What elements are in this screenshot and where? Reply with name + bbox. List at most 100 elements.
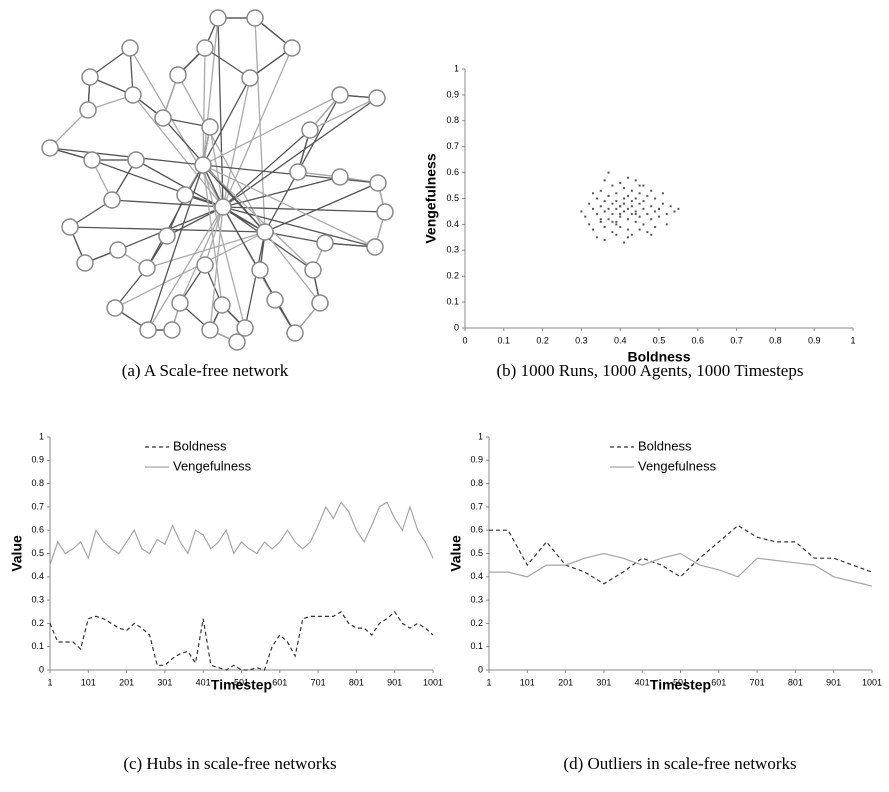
scatter-point	[626, 207, 629, 210]
network-edge	[146, 231, 266, 269]
x-tick-label: 801	[349, 677, 364, 687]
y-tick-label: 0.6	[470, 525, 483, 535]
x-tick-label: 601	[711, 677, 726, 687]
scatter-point	[615, 207, 618, 210]
network-edge	[132, 94, 224, 208]
network-edge	[264, 231, 321, 304]
scatter-point	[654, 225, 657, 228]
scatter-point	[626, 176, 629, 179]
scatter-point	[584, 215, 587, 218]
network-edge	[202, 47, 206, 166]
scatter-point	[658, 215, 660, 218]
network-edge	[202, 164, 266, 233]
scatter-point	[588, 202, 591, 205]
y-axis-label: Value	[448, 535, 464, 572]
x-tick-label: 0.4	[614, 335, 627, 345]
caption: (d) Outliers in scale-free networks	[563, 754, 796, 773]
y-tick-label: 0.2	[470, 618, 483, 628]
y-tick-label: 0.5	[31, 548, 44, 558]
scatter-point	[615, 200, 618, 203]
scatter-point	[595, 236, 598, 239]
line-series	[489, 552, 873, 587]
scatter-point	[626, 236, 629, 239]
x-tick-label: 1	[850, 335, 855, 345]
y-axis-label: Value	[9, 535, 25, 572]
network-edge	[179, 206, 224, 304]
scatter-point	[626, 194, 629, 197]
scatter-point	[630, 233, 633, 236]
y-tick-label: 0.8	[31, 478, 44, 488]
x-tick-label: 401	[635, 677, 650, 687]
scatter-point	[619, 181, 622, 184]
network-node	[79, 101, 97, 119]
scatter-point	[580, 210, 583, 213]
scatter-point	[599, 218, 602, 221]
scatter-point	[615, 220, 618, 223]
scatter-point	[592, 228, 595, 231]
scatter-point	[607, 171, 610, 174]
x-tick-label: 1	[47, 677, 52, 687]
network-node	[169, 66, 187, 84]
network-node	[286, 324, 304, 342]
network-node	[266, 291, 284, 309]
y-tick-label: 0.7	[446, 141, 459, 151]
network-node	[176, 186, 194, 204]
network-node	[201, 321, 219, 339]
network-edge	[49, 109, 89, 149]
network-edge	[166, 206, 224, 237]
network-edge	[135, 159, 266, 233]
scatter-point	[638, 228, 641, 231]
network-edge	[202, 164, 376, 248]
network-node	[331, 86, 349, 104]
network-node	[106, 299, 124, 317]
scatter-point	[661, 202, 664, 205]
scatter-point	[595, 197, 598, 200]
y-tick-label: 0.8	[446, 115, 459, 125]
y-tick-label: 0.9	[470, 455, 483, 465]
network-node	[241, 69, 259, 87]
x-tick-label: 901	[387, 677, 402, 687]
scatter-point	[592, 192, 595, 195]
y-tick-label: 0.8	[470, 478, 483, 488]
network-edge	[202, 164, 246, 329]
network-node	[289, 163, 307, 181]
network-edge	[91, 159, 224, 208]
x-tick-label: 0.8	[769, 335, 782, 345]
scatter-point	[654, 210, 657, 213]
scatter-point	[611, 202, 614, 205]
y-tick-label: 0.1	[31, 641, 44, 651]
network-node	[311, 294, 329, 312]
x-tick-label: 901	[826, 677, 841, 687]
network-edge	[222, 206, 386, 213]
x-tick-label: 501	[673, 677, 688, 687]
network-edge	[202, 164, 314, 271]
x-tick-label: 0	[462, 335, 467, 345]
network-edge	[202, 94, 341, 166]
scatter-point	[623, 202, 626, 205]
scatter-point	[623, 241, 626, 244]
y-tick-label: 0.5	[470, 548, 483, 558]
network-edge	[147, 164, 204, 331]
y-tick-label: 0.7	[31, 501, 44, 511]
y-tick-label: 0	[454, 322, 459, 332]
y-tick-label: 0.1	[446, 296, 459, 306]
scatter-point	[646, 231, 649, 234]
network-edge	[202, 17, 219, 166]
scatter-point	[630, 213, 633, 216]
x-tick-label: 1001	[862, 677, 882, 687]
scatter-point	[654, 197, 657, 200]
scatter-point	[611, 184, 614, 187]
y-tick-label: 1	[478, 431, 483, 441]
x-tick-label: 101	[81, 677, 96, 687]
network-edge	[204, 47, 251, 79]
line-series	[489, 524, 873, 585]
scatter-point	[615, 192, 618, 195]
y-tick-label: 0.7	[470, 501, 483, 511]
x-axis-label: Timestep	[650, 677, 711, 693]
legend-label: Boldness	[638, 438, 692, 453]
network-node	[366, 238, 384, 256]
x-tick-label: 801	[788, 677, 803, 687]
network-node	[196, 256, 214, 274]
caption: (b) 1000 Runs, 1000 Agents, 1000 Timeste…	[497, 361, 804, 380]
